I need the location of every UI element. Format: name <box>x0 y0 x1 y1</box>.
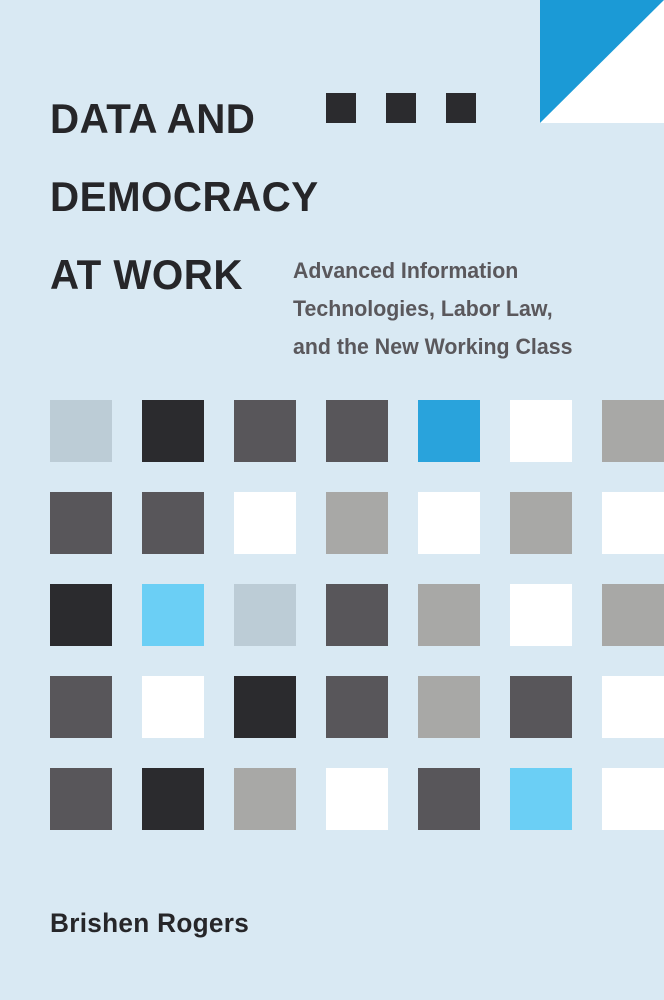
grid-square <box>418 400 480 462</box>
grid-square <box>418 492 480 554</box>
grid-square <box>142 492 204 554</box>
page-title: DATA AND DEMOCRACY AT WORK <box>50 80 320 314</box>
grid-square <box>326 676 388 738</box>
grid-square <box>142 584 204 646</box>
grid-square <box>326 400 388 462</box>
grid-square <box>234 400 296 462</box>
grid-row <box>50 492 664 584</box>
grid-square <box>50 400 112 462</box>
grid-row <box>50 584 664 676</box>
grid-square <box>142 400 204 462</box>
grid-square <box>326 492 388 554</box>
grid-square <box>234 492 296 554</box>
grid-square <box>418 584 480 646</box>
grid-row <box>50 400 664 492</box>
grid-square <box>510 676 572 738</box>
grid-square <box>602 584 664 646</box>
grid-square <box>50 584 112 646</box>
grid-square <box>510 584 572 646</box>
grid-square <box>510 492 572 554</box>
title-line-1: DATA AND <box>50 95 256 142</box>
grid-square <box>326 584 388 646</box>
title-accent-squares <box>326 93 476 123</box>
grid-row <box>50 768 664 860</box>
grid-square <box>602 768 664 830</box>
grid-square <box>326 768 388 830</box>
title-square-2 <box>386 93 416 123</box>
grid-square <box>602 492 664 554</box>
grid-square <box>602 676 664 738</box>
grid-row <box>50 676 664 768</box>
author-name: Brishen Rogers <box>50 908 250 938</box>
grid-square <box>50 492 112 554</box>
subtitle-line-2: Technologies, Labor Law, <box>293 296 553 321</box>
grid-square <box>510 400 572 462</box>
title-square-3 <box>446 93 476 123</box>
grid-square <box>234 676 296 738</box>
title-line-3: AT WORK <box>50 251 243 298</box>
grid-square <box>50 768 112 830</box>
subtitle: Advanced Information Technologies, Labor… <box>293 252 653 366</box>
title-square-1 <box>326 93 356 123</box>
grid-square <box>234 584 296 646</box>
grid-square <box>142 768 204 830</box>
grid-square <box>418 676 480 738</box>
grid-square <box>510 768 572 830</box>
subtitle-line-1: Advanced Information <box>293 258 519 283</box>
subtitle-line-3: and the New Working Class <box>293 334 573 359</box>
blue-triangle-shape <box>540 0 664 123</box>
grid-square <box>602 400 664 462</box>
grid-square <box>50 676 112 738</box>
corner-flag-panel <box>540 0 664 123</box>
title-line-2: DEMOCRACY <box>50 173 319 220</box>
decorative-square-grid <box>50 400 664 830</box>
grid-square <box>142 676 204 738</box>
grid-square <box>234 768 296 830</box>
grid-square <box>418 768 480 830</box>
